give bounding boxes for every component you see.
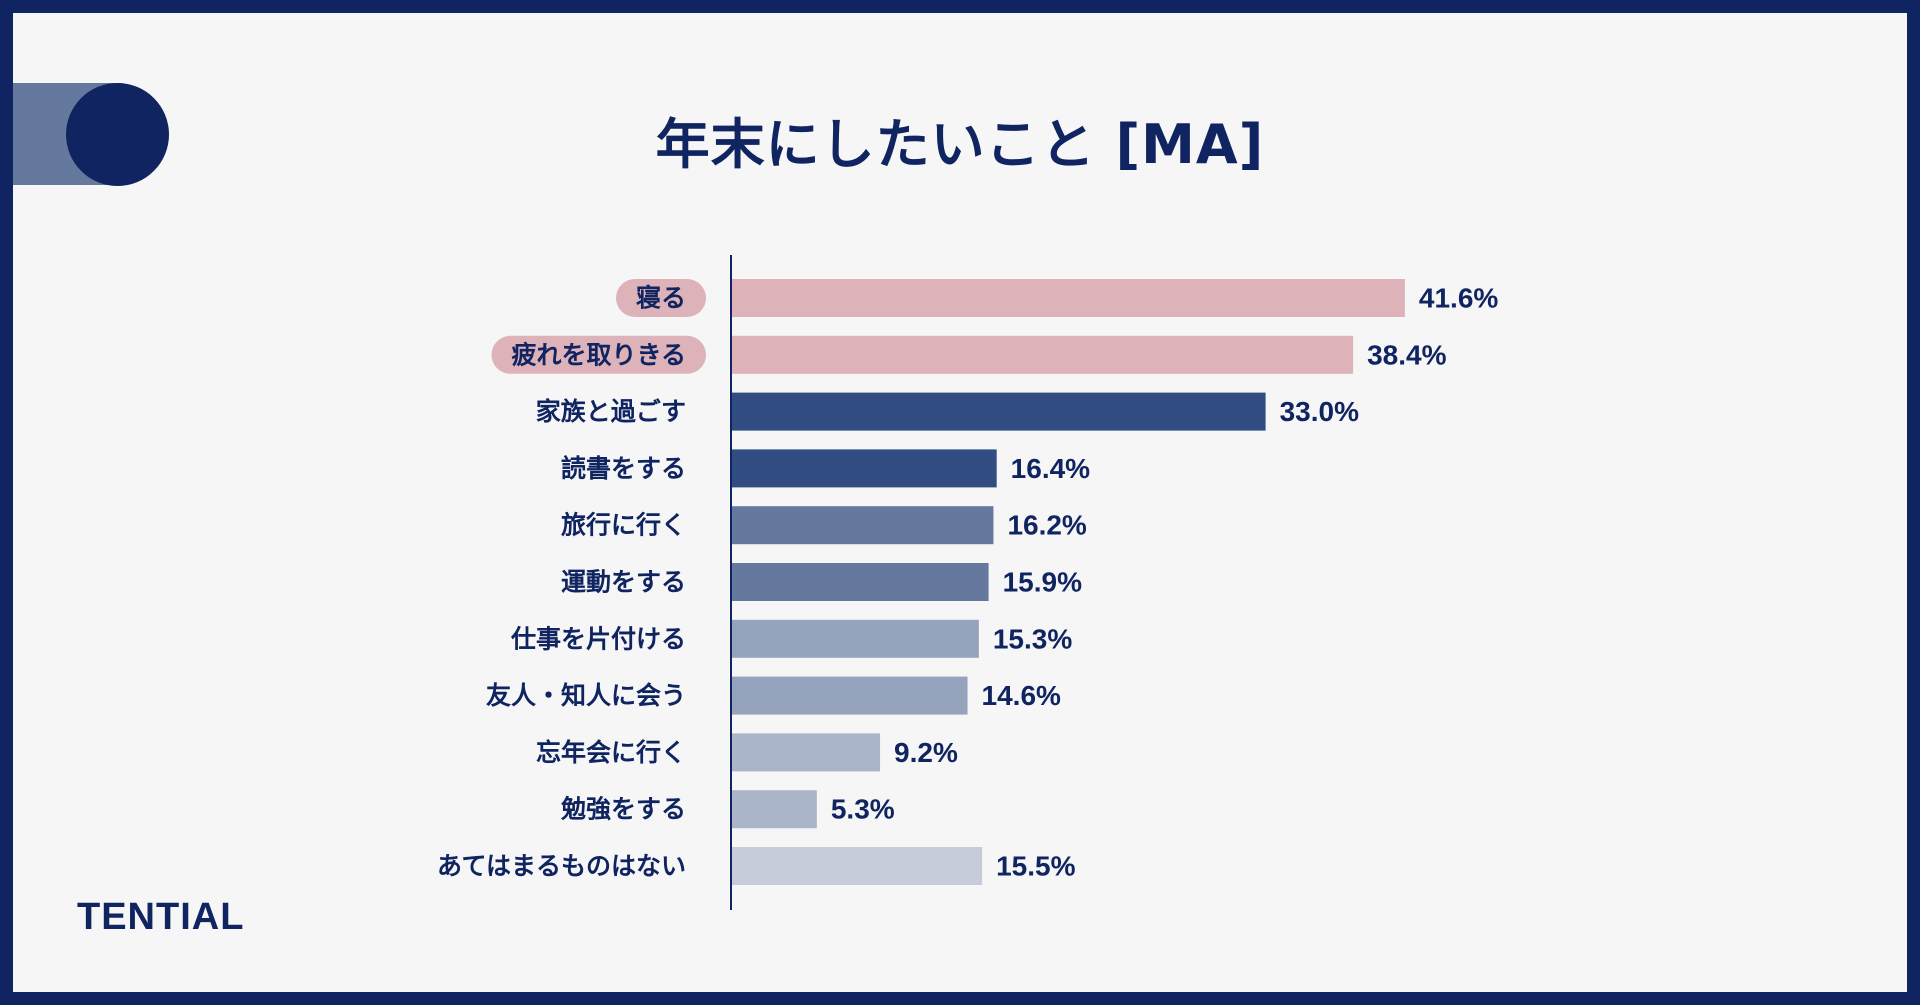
category-label: あてはまるものはない [437,852,686,881]
value-label: 15.9% [1003,567,1082,598]
category-label: 運動をする [561,568,686,597]
value-label: 16.2% [1007,510,1086,541]
bar [731,790,817,829]
bar [731,506,994,545]
value-label: 5.3% [831,794,895,825]
category-label: 勉強をする [560,795,686,824]
value-label: 41.6% [1419,283,1498,314]
category-label: 忘年会に行く [536,738,686,767]
bar [731,619,979,658]
category-label: 寝る [636,284,686,313]
bar [731,449,997,488]
category-label: 旅行に行く [561,511,686,540]
category-label: 家族と過ごす [536,397,686,426]
decorative-circle [66,83,169,186]
value-label: 15.3% [993,623,1072,654]
bar [731,279,1405,317]
bar [731,392,1266,431]
value-label: 38.4% [1367,339,1446,370]
value-label: 16.4% [1011,453,1090,484]
value-label: 15.5% [996,851,1075,882]
highlight-pill [491,335,706,374]
bar [731,563,989,601]
bar [731,676,968,715]
bar [731,335,1354,374]
value-label: 9.2% [894,737,958,768]
category-label: 仕事を片付ける [510,624,686,653]
brand-logo: TENTIAL [77,896,245,938]
category-label: 友人・知人に会う [486,681,686,710]
category-label: 読書をする [561,454,686,483]
category-label: 疲れを取りきる [511,340,686,369]
value-label: 33.0% [1280,396,1359,427]
highlight-pill [615,279,706,317]
value-label: 14.6% [982,680,1061,711]
chart-title: 年末にしたいこと [MA] [655,113,1265,176]
bar [731,847,983,885]
bar [731,733,881,772]
